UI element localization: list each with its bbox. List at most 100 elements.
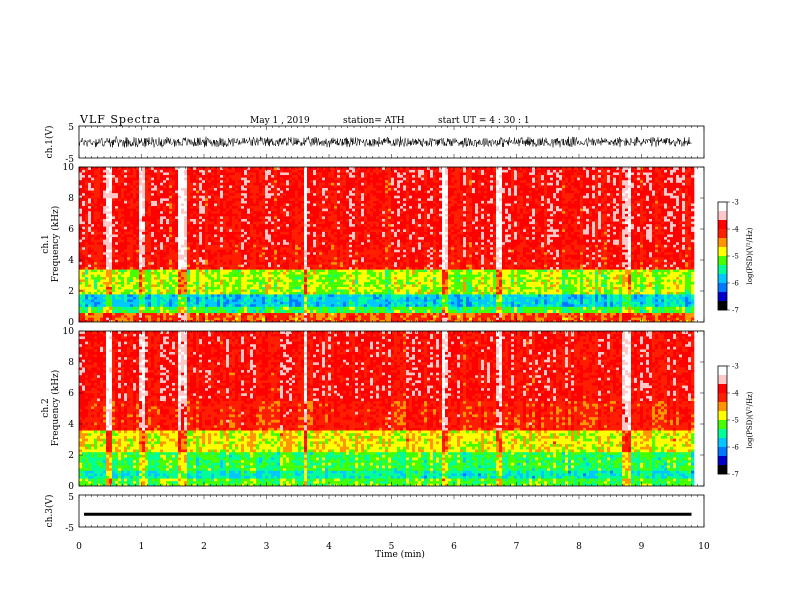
spectrogram-cell [208, 294, 212, 297]
spectrogram-cell [277, 281, 281, 285]
spectrogram-cell [268, 279, 272, 282]
spectrogram-cell [112, 261, 116, 265]
spectrogram-cell [265, 286, 269, 290]
spectrogram-cell [109, 234, 113, 238]
spectrogram-cell [253, 195, 257, 199]
spectrogram-cell [136, 177, 140, 181]
spectrogram-cell [205, 319, 209, 322]
spectrogram-cell [262, 177, 266, 181]
spectrogram-cell [127, 208, 131, 212]
spectrogram-cell [97, 244, 101, 248]
spectrogram-cell [217, 234, 221, 238]
spectrogram-cell [166, 179, 170, 183]
spectrogram-cell [157, 203, 161, 207]
spectrogram-cell [172, 299, 176, 302]
spectrogram-cell [148, 234, 152, 238]
spectrogram-cell [145, 216, 149, 219]
spectrogram-cell [226, 236, 230, 240]
spectrogram-cell [268, 266, 272, 270]
spectrogram-cell [121, 306, 125, 310]
spectrogram-cell [121, 221, 125, 225]
spectrogram-cell [187, 190, 191, 194]
spectrogram-cell [184, 274, 188, 278]
spectrogram-cell [115, 246, 119, 250]
spectrogram-cell [97, 246, 101, 250]
spectrogram-cell [169, 299, 173, 302]
spectrogram-cell [274, 231, 278, 235]
spectrogram-cell [241, 182, 245, 186]
spectrogram-cell [139, 234, 143, 238]
spectrogram-cell [268, 177, 272, 181]
spectrogram-cell [313, 304, 317, 307]
spectrogram-cell [295, 213, 299, 217]
spectrogram-cell [184, 216, 188, 219]
spectrogram-cell [91, 244, 95, 248]
spectrogram-cell [163, 200, 167, 204]
spectrogram-cell [148, 187, 152, 191]
spectrogram-cell [169, 264, 173, 268]
spectrogram-cell [157, 309, 161, 313]
spectrogram-cell [313, 284, 317, 287]
spectrogram-cell [244, 239, 248, 243]
spectrogram-cell [187, 179, 191, 183]
spectrogram-cell [127, 216, 131, 219]
spectrogram-cell [118, 236, 122, 240]
spectrogram-cell [214, 241, 218, 245]
spectrogram-cell [145, 203, 149, 207]
spectrogram-cell [196, 182, 200, 186]
spectrogram-cell [214, 296, 218, 300]
spectrogram-cell [295, 296, 299, 300]
spectrogram-cell [241, 301, 245, 305]
spectrogram-cell [310, 174, 314, 178]
spectrogram-cell [127, 179, 131, 183]
spectrogram-cell [208, 190, 212, 194]
spectrogram-cell [298, 187, 302, 191]
spectrogram-cell [298, 190, 302, 194]
spectrogram-cell [199, 294, 203, 297]
spectrogram-cell [133, 286, 137, 290]
spectrogram-cell [100, 301, 104, 305]
spectrogram-cell [169, 274, 173, 278]
spectrogram-cell [232, 231, 236, 235]
spectrogram-cell [103, 312, 107, 316]
spectrogram-cell [91, 200, 95, 204]
spectrogram-cell [121, 299, 125, 302]
spectrogram-cell [112, 266, 116, 270]
spectrogram-cell [145, 213, 149, 217]
spectrogram-cell [175, 259, 179, 263]
spectrogram-cell [211, 226, 215, 230]
spectrogram-cell [247, 169, 251, 173]
spectrogram-cell [211, 317, 215, 320]
spectrogram-cell [82, 182, 86, 186]
spectrogram-cell [169, 271, 173, 275]
spectrogram-cell [304, 296, 308, 300]
spectrogram-cell [130, 299, 134, 302]
spectrogram-cell [238, 182, 242, 186]
spectrogram-cell [103, 289, 107, 292]
spectrogram-cell [154, 223, 158, 227]
spectrogram-cell [256, 244, 260, 248]
spectrogram-cell [289, 205, 293, 209]
spectrogram-cell [133, 304, 137, 307]
spectrogram-cell [115, 266, 119, 270]
spectrogram-cell [193, 294, 197, 297]
spectrogram-cell [220, 216, 224, 219]
spectrogram-cell [160, 213, 164, 217]
spectrogram-cell [286, 249, 290, 253]
spectrogram-cell [295, 304, 299, 307]
spectrogram-cell [166, 223, 170, 227]
spectrogram-cell [157, 319, 161, 322]
spectrogram-cell [244, 244, 248, 248]
spectrogram-cell [247, 312, 251, 316]
spectrogram-cell [223, 210, 227, 214]
spectrogram-cell [211, 182, 215, 186]
spectrogram-cell [265, 279, 269, 282]
spectrogram-cell [262, 315, 266, 318]
spectrogram-cell [154, 271, 158, 275]
spectrogram-cell [271, 239, 275, 243]
spectrogram-cell [259, 266, 263, 270]
spectrogram-cell [304, 319, 308, 322]
spectrogram-cell [172, 234, 176, 238]
spectrogram-cell [214, 239, 218, 243]
spectrogram-cell [124, 205, 128, 209]
